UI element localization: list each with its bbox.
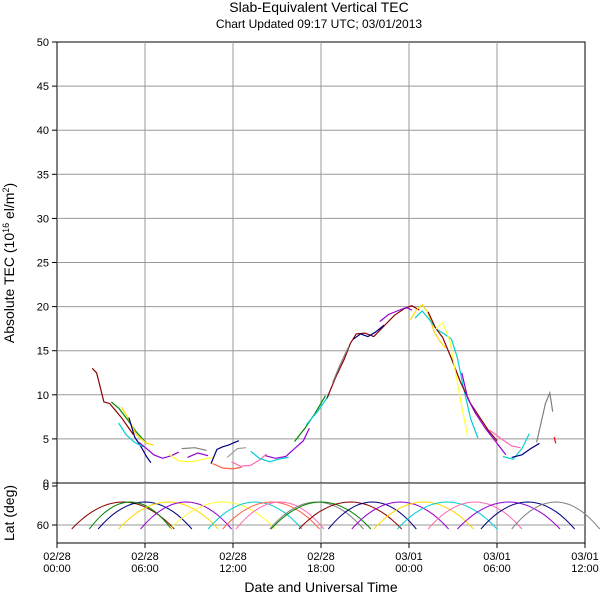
satellite-pass-arc (270, 501, 372, 530)
tec-series-line (352, 324, 385, 340)
satellite-pass-arc (396, 501, 498, 530)
x-tick-labels: 02/2800:0002/2806:0002/2812:0002/2818:00… (43, 543, 599, 575)
satellite-pass-arc (511, 501, 601, 530)
tec-series-line (138, 441, 179, 459)
lat-tick-labels: 0 60 (37, 481, 57, 532)
satellite-pass-arc (118, 501, 219, 530)
y-tick-label: 40 (37, 125, 49, 137)
y-tick-label: 35 (37, 169, 49, 181)
lat-series-group (71, 501, 601, 530)
satellite-pass-arc (235, 501, 325, 530)
tec-series-line (120, 406, 154, 446)
x-axis-title: Date and Universal Time (244, 579, 398, 594)
y-tick-label: 30 (37, 213, 49, 225)
satellite-pass-arc (97, 501, 193, 530)
tec-series-line (91, 367, 134, 435)
tec-series-line (536, 390, 554, 443)
x-tick-date: 03/01 (483, 551, 511, 563)
satellite-pass-arc (351, 501, 449, 530)
tec-series-line (250, 450, 289, 463)
tec-series-line (511, 442, 540, 458)
y-axis-title-mid: el/m (1, 193, 17, 223)
main-grid (57, 42, 585, 483)
satellite-pass-arc (88, 501, 172, 530)
satellite-pass-arc (222, 501, 320, 530)
tec-series-line (305, 393, 331, 426)
satellite-pass-arc (140, 501, 232, 530)
y-tick-label: 15 (37, 346, 49, 358)
tec-series-line (212, 463, 242, 470)
tec-series-line (118, 422, 144, 448)
tec-series-line (210, 440, 240, 464)
x-tick-time: 12:00 (571, 563, 599, 575)
chart-subtitle: Chart Updated 09:17 UTC; 03/01/2013 (216, 17, 422, 31)
x-tick-date: 03/01 (571, 551, 599, 563)
tec-series-group (91, 303, 557, 470)
satellite-pass-arc (480, 501, 576, 530)
satellite-pass-arc (457, 501, 561, 530)
y-tick-label: 20 (37, 302, 49, 314)
tec-series-line (553, 436, 557, 444)
x-tick-time: 00:00 (43, 563, 71, 575)
lat-tick-label: 0 (43, 481, 49, 493)
y-tick-label: 0 (43, 478, 49, 490)
y-axis-title-end: ) (1, 183, 17, 188)
y-tick-label: 45 (37, 81, 49, 93)
satellite-pass-arc (427, 501, 523, 530)
tec-series-line (332, 346, 350, 383)
chart-title: Slab-Equivalent Vertical TEC (229, 0, 409, 15)
tec-series-line (181, 447, 207, 451)
satellite-pass-arc (327, 501, 417, 530)
x-tick-time: 12:00 (219, 563, 247, 575)
lat-axis-title: Lat (deg) (1, 485, 17, 541)
x-tick-time: 06:00 (131, 563, 159, 575)
tec-series-line (461, 372, 507, 456)
tec-series-line (427, 311, 498, 442)
y-axis-title: Absolute TEC (1016 el/m2) (1, 183, 17, 343)
tec-series-line (379, 306, 413, 323)
tec-series-line (489, 429, 521, 449)
x-tick-date: 02/28 (131, 551, 159, 563)
y-axis-title-sup: 16 (1, 223, 11, 233)
tec-series-line (434, 321, 469, 437)
y-tick-labels: 0 5 10 15 20 25 30 35 40 45 50 (37, 37, 57, 490)
satellite-pass-arc (169, 501, 276, 530)
y-tick-label: 10 (37, 390, 49, 402)
tec-series-line (265, 428, 310, 459)
satellite-pass-arc (298, 501, 403, 530)
x-tick-time: 00:00 (395, 563, 423, 575)
x-tick-date: 02/28 (307, 551, 335, 563)
y-tick-label: 50 (37, 37, 49, 49)
x-tick-date: 02/28 (219, 551, 247, 563)
y-axis-title-main: Absolute TEC (10 (1, 233, 17, 343)
x-tick-date: 02/28 (43, 551, 71, 563)
satellite-pass-arc (373, 501, 474, 530)
tec-series-line (502, 433, 530, 460)
tec-series-line (168, 453, 213, 463)
y-tick-label: 25 (37, 258, 49, 270)
x-tick-date: 03/01 (395, 551, 423, 563)
x-tick-time: 18:00 (307, 563, 335, 575)
tec-series-line (226, 447, 247, 458)
tec-series-line (110, 401, 147, 444)
tec-series-line (187, 452, 209, 458)
lat-tick-label: 60 (37, 520, 49, 532)
y-axis-title-sup2: 2 (1, 188, 11, 193)
tec-series-line (231, 453, 268, 467)
y-tick-label: 5 (43, 434, 49, 446)
x-tick-time: 06:00 (483, 563, 511, 575)
satellite-pass-arc (207, 501, 303, 530)
